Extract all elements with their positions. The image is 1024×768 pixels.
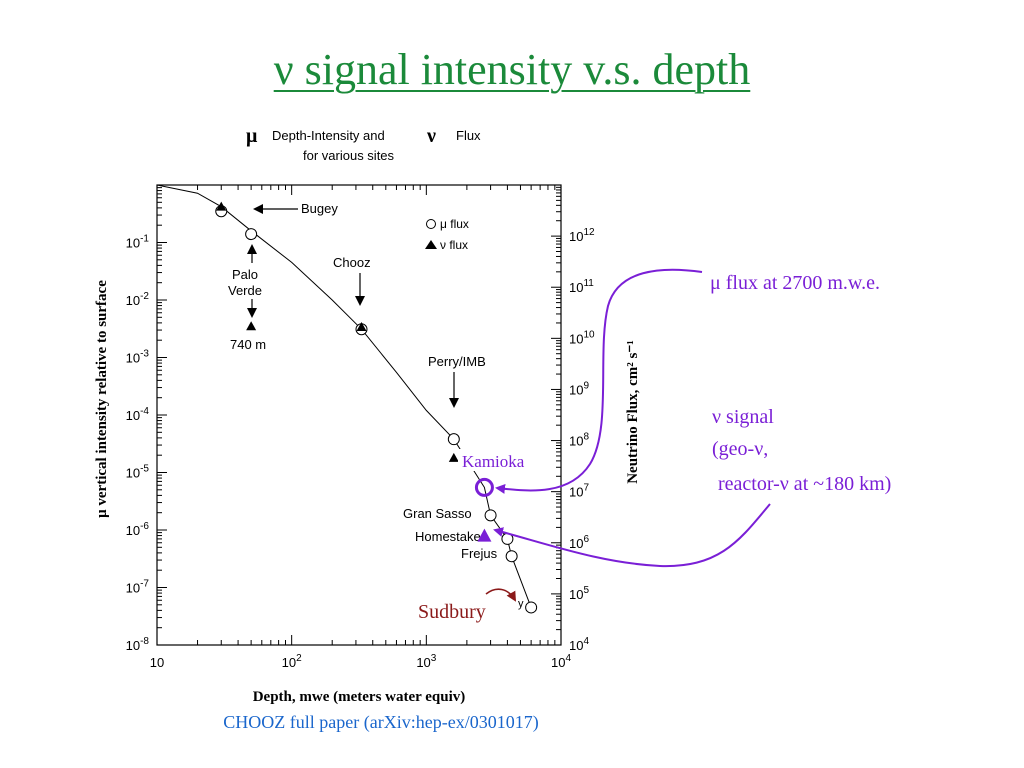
legend-circle-marker <box>426 219 436 229</box>
kamioka-label: Kamioka <box>462 452 525 471</box>
site-label-homestake: Homestake <box>415 529 481 544</box>
x-tick-label: 103 <box>416 653 436 670</box>
nu-signal-line1: ν signal <box>712 406 774 428</box>
axis-tick-labels: 10 102 103 104 10-1 10-2 10-3 10-4 10-5 10-6 10-7 1… <box>126 227 595 670</box>
nu-flux-point <box>356 321 367 331</box>
y-right-tick-label: 109 <box>569 380 589 397</box>
chart-title: μ Depth-Intensity and ν Flux for various… <box>246 125 481 163</box>
site-label-gran-sasso: Gran Sasso <box>403 506 472 521</box>
mu-flux-annotation: μ flux at 2700 m.w.e. <box>710 272 880 294</box>
y-left-tick-label: 10-8 <box>126 636 150 653</box>
y-left-tick-label: 10-4 <box>126 406 150 423</box>
y-left-tick-label: 10-3 <box>126 349 150 366</box>
sudbury-annotation: Sudbury <box>418 601 486 623</box>
site-label-perry: Perry/IMB <box>428 354 486 369</box>
site-label-palo: Palo <box>232 267 258 282</box>
annotations: Kamioka μ flux at 2700 m.w.e. ν signal (… <box>418 268 891 623</box>
chart-title-line2: for various sites <box>303 148 395 163</box>
chart-title-text: Depth-Intensity and <box>272 128 385 143</box>
x-tick-label: 102 <box>282 653 302 670</box>
legend-nu-flux: ν flux <box>440 238 468 252</box>
y-left-tick-label: 10-6 <box>126 521 150 538</box>
y-right-tick-label: 108 <box>569 432 589 449</box>
mu-flux-point <box>245 228 258 241</box>
depth-intensity-curve <box>156 184 532 608</box>
y-right-tick-label: 104 <box>569 636 589 653</box>
legend-triangle-marker <box>425 240 437 249</box>
y-left-tick-label: 10-2 <box>126 291 150 308</box>
mu-flux-point <box>447 433 460 446</box>
legend-mu-flux: μ flux <box>440 217 469 231</box>
chart-marks <box>215 201 538 614</box>
chart-title-nu: ν <box>426 125 436 147</box>
right-y-axis-title: Neutrino Flux, cm² s⁻¹ <box>625 340 641 484</box>
y-left-tick-label: 10-1 <box>126 234 150 251</box>
y-right-tick-label: 105 <box>569 585 589 602</box>
site-label-y: y <box>518 598 524 610</box>
x-tick-label: 10 <box>150 655 164 670</box>
mu-flux-point <box>505 550 518 563</box>
x-tick-label: 104 <box>551 653 571 670</box>
site-label-bugey: Bugey <box>301 201 338 216</box>
citation: CHOOZ full paper (arXiv:hep-ex/0301017) <box>223 712 539 732</box>
nu-signal-arrow <box>493 503 771 568</box>
sudbury-arrow <box>485 588 517 602</box>
legend: μ flux ν flux <box>425 217 469 252</box>
nu-flux-point <box>448 452 459 462</box>
chart-title-mu: μ <box>246 125 258 147</box>
chart-title-flux: Flux <box>456 128 481 143</box>
nu-flux-point <box>216 201 227 211</box>
y-right-tick-label: 107 <box>569 483 589 500</box>
y-left-tick-label: 10-5 <box>126 464 150 481</box>
nu-signal-line2: (geo-ν, <box>712 438 768 460</box>
site-label-frejus: Frejus <box>461 546 498 561</box>
kamioka-label-bg <box>458 449 548 471</box>
y-left-tick-label: 10-7 <box>126 579 150 596</box>
site-label-chooz: Chooz <box>333 255 371 270</box>
nu-signal-line3: reactor-ν at ~180 km) <box>718 473 891 495</box>
kamioka-nu-marker <box>477 528 492 542</box>
slide-title: ν signal intensity v.s. depth <box>273 45 751 94</box>
y-right-tick-label: 1010 <box>569 329 595 346</box>
mu-flux-point <box>484 509 497 522</box>
y-right-tick-label: 1011 <box>569 278 594 295</box>
kamioka-mu-marker <box>474 477 494 497</box>
mu-flux-arrow <box>495 268 703 494</box>
mu-flux-point <box>525 601 538 614</box>
site-labels: Bugey Palo Verde 740 m Chooz Perry/IMB G… <box>228 201 524 610</box>
y-right-tick-label: 1012 <box>569 227 595 244</box>
nu-flux-point <box>246 321 257 331</box>
axis-ticks <box>156 185 561 646</box>
y-right-tick-label: 106 <box>569 534 589 551</box>
x-axis-title: Depth, mwe (meters water equiv) <box>253 689 466 705</box>
left-y-axis-title: μ vertical intensity relative to surface <box>94 280 110 518</box>
site-label-740m: 740 m <box>230 337 266 352</box>
site-label-verde: Verde <box>228 283 262 298</box>
plot-frame <box>156 184 562 646</box>
